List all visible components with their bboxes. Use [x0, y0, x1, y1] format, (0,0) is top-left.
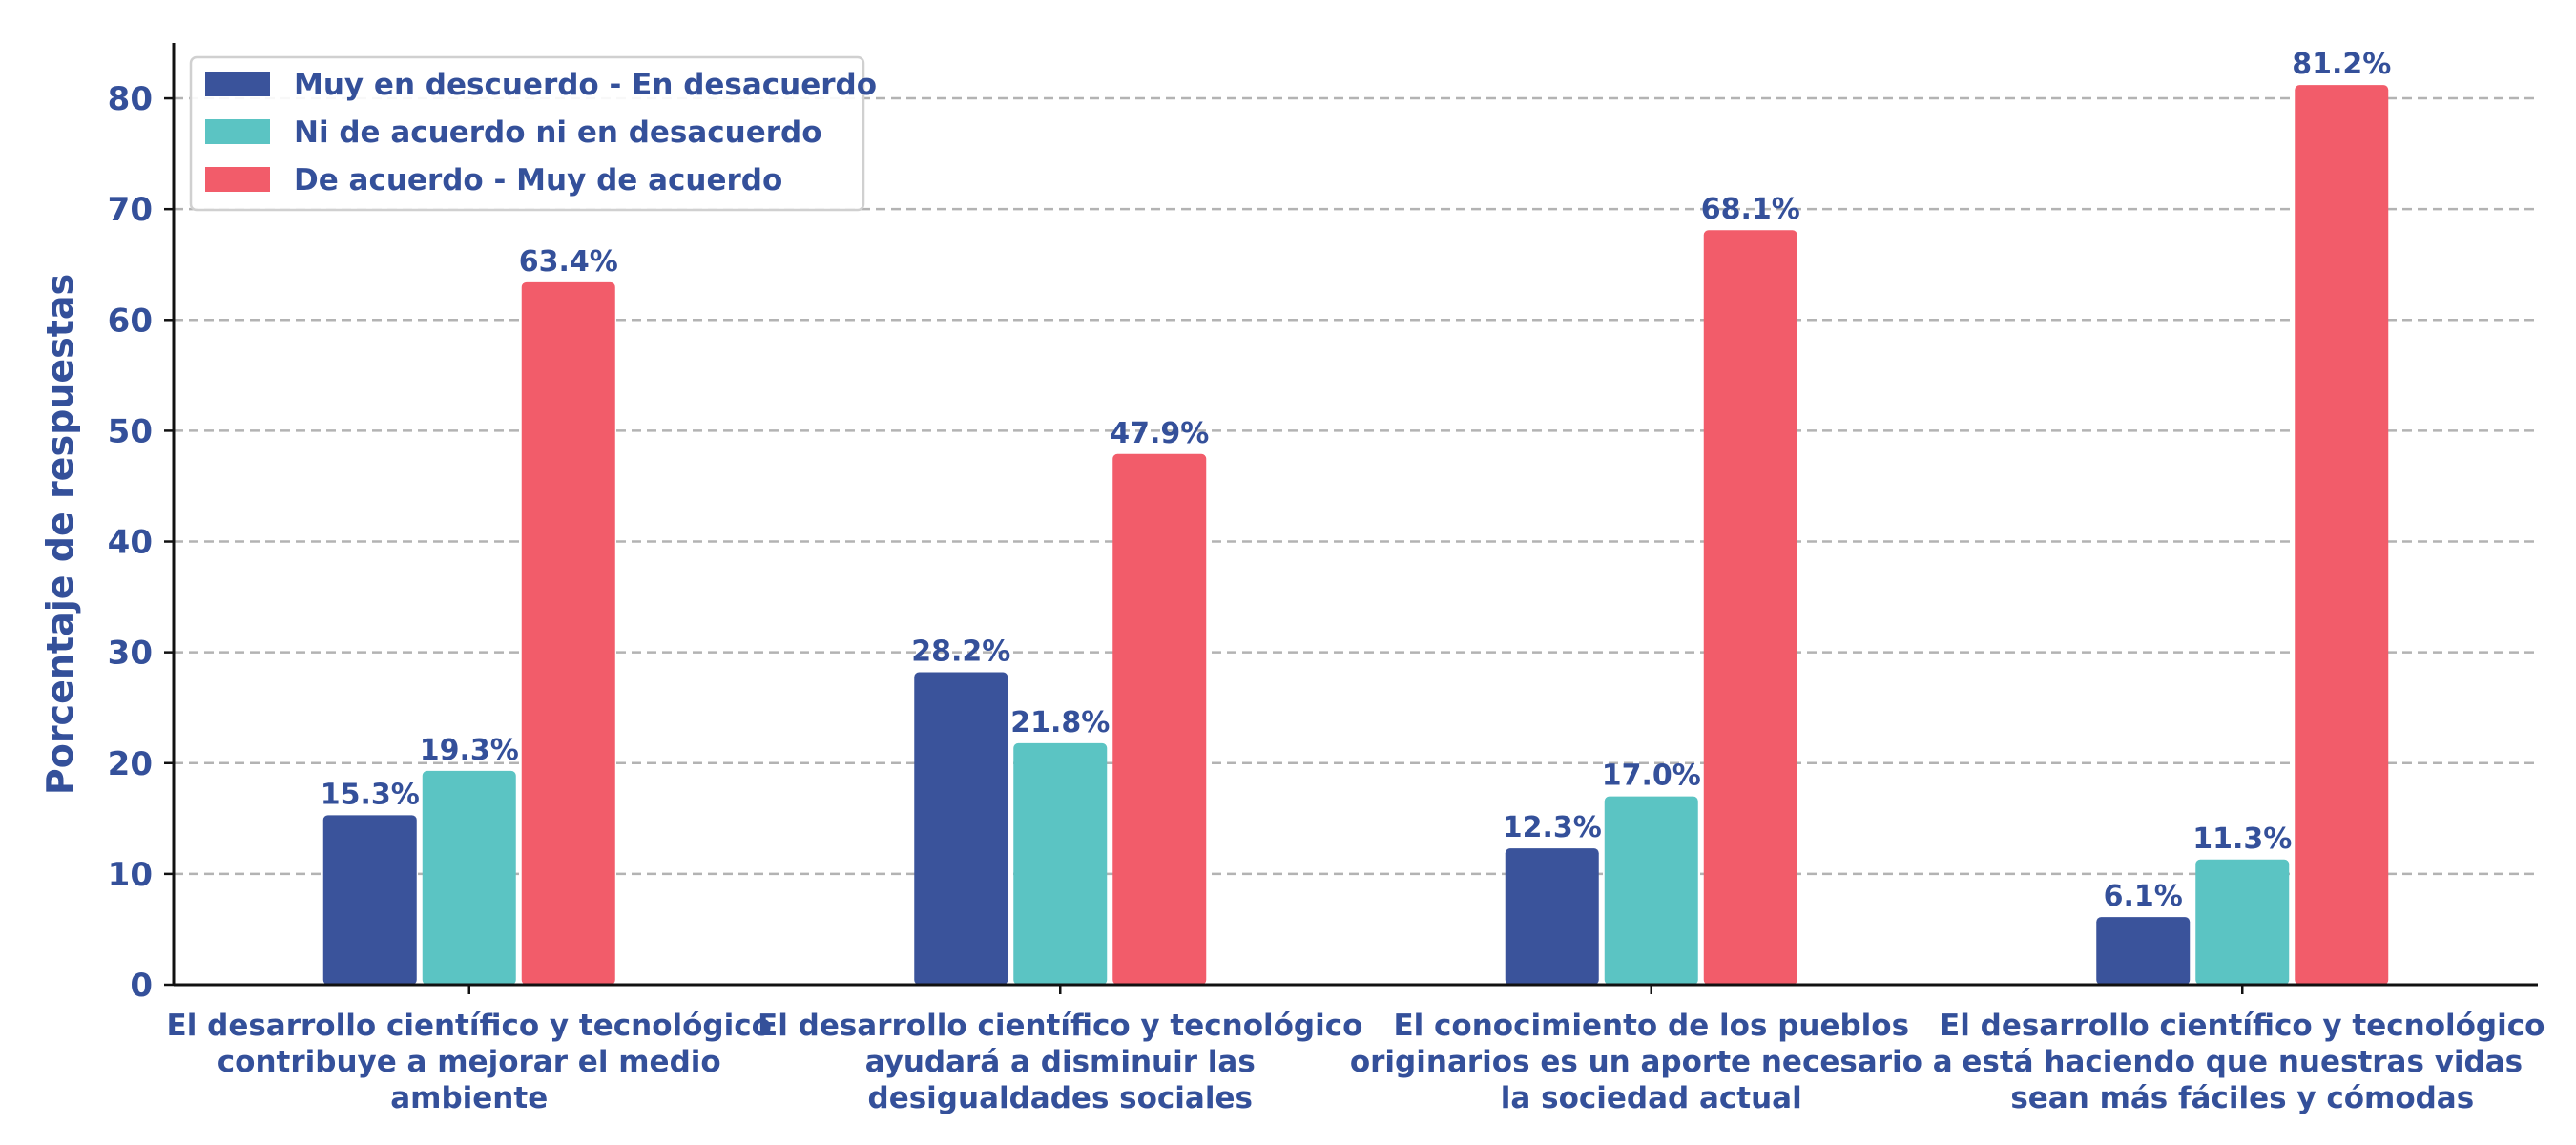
y-tick-label: 20 [108, 745, 153, 783]
y-tick-label: 0 [130, 967, 153, 1005]
y-tick-label: 10 [108, 856, 153, 894]
data-labels: 15.3%19.3% 63.4% 28.2% 21.8% 47.9% 12.3%17.0%… [321, 48, 2392, 913]
x-category-label: originarios es un aporte necesario a [1350, 1045, 1953, 1079]
bar [2195, 859, 2290, 985]
legend-entry: Ni de acuerdo ni en desacuerdo [294, 115, 822, 150]
y-tick-label: 70 [108, 191, 153, 229]
y-tick-label: 80 [108, 80, 153, 118]
data-label: 21.8% [1010, 706, 1110, 739]
x-category-label: El conocimiento de los pueblos [1393, 1009, 1909, 1043]
y-tick-label: 30 [108, 635, 153, 673]
axes [172, 43, 2538, 987]
y-tick-label: 50 [108, 412, 153, 450]
legend-box [189, 55, 865, 212]
x-category-label: El desarrollo científico y tecnológico [1940, 1009, 2545, 1043]
legend-entry: Muy en descuerdo - En desacuerdo [294, 68, 877, 102]
bar [1013, 742, 1108, 985]
data-label: 19.3% [420, 734, 519, 767]
data-label: 12.3% [1503, 811, 1602, 844]
x-category-label: ambiente [390, 1081, 548, 1115]
data-label: 6.1% [2104, 880, 2183, 913]
grid-lines [174, 96, 2538, 876]
bar [2295, 85, 2389, 986]
y-tick-label: 40 [108, 524, 153, 562]
data-label: 15.3% [321, 778, 420, 811]
legend-swatch [205, 119, 270, 144]
bar [1112, 453, 1207, 985]
x-category-label: está haciendo que nuestras vidas [1962, 1045, 2523, 1079]
x-category-label: sean más fáciles y cómodas [2010, 1081, 2474, 1115]
data-label: 68.1% [1701, 193, 1800, 226]
bar [1505, 848, 1599, 985]
legend-swatch [205, 72, 270, 96]
data-label: 17.0% [1602, 760, 1701, 793]
bar [2096, 917, 2191, 985]
data-label: 63.4% [519, 245, 618, 279]
data-label: 11.3% [2192, 822, 2292, 856]
y-tick-label: 60 [108, 302, 153, 340]
x-category-label: El desarrollo científico y tecnológico [758, 1009, 1362, 1043]
bar [1703, 230, 1797, 985]
bar [422, 770, 516, 985]
bar [1604, 796, 1698, 985]
bar [521, 281, 615, 986]
y-axis-ticks: 0 10 20 30 40 50 60 70 80 [108, 80, 174, 1005]
legend: Muy en descuerdo - En desacuerdo Ni de ac… [189, 55, 877, 212]
y-axis-label: Porcentaje de respuestas [39, 274, 81, 795]
x-category-label: contribuye a mejorar el medio [218, 1045, 721, 1079]
bar [322, 815, 417, 985]
data-label: 47.9% [1110, 417, 1209, 450]
data-label: 28.2% [911, 635, 1010, 669]
x-axis-labels: El desarrollo científico y tecnológicoco… [167, 985, 2545, 1115]
x-category-label: la sociedad actual [1501, 1081, 1802, 1115]
bar [914, 672, 1008, 985]
bars [322, 85, 2389, 986]
data-label: 81.2% [2292, 48, 2391, 81]
x-category-label: ayudará a disminuir las [865, 1045, 1256, 1079]
legend-swatch [205, 167, 270, 192]
legend-entry: De acuerdo - Muy de acuerdo [294, 163, 782, 198]
x-category-label: El desarrollo científico y tecnológico [167, 1009, 772, 1043]
x-category-label: desigualdades sociales [868, 1081, 1253, 1115]
